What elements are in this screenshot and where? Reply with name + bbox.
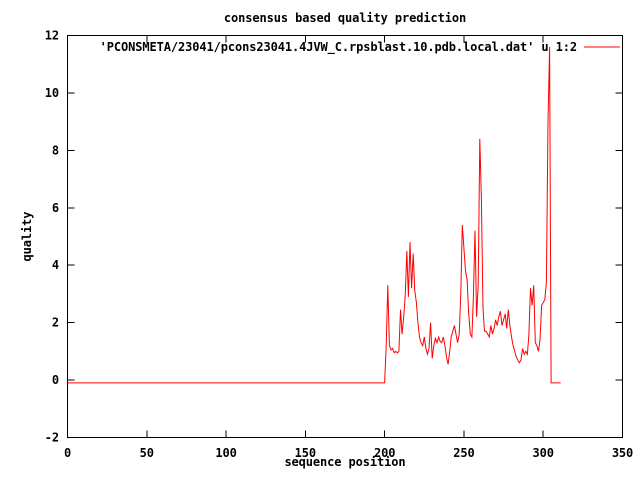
x-tick-label: 0 xyxy=(64,446,71,460)
chart-title: consensus based quality prediction xyxy=(224,11,466,25)
y-axis-ticks: -2 0 2 4 6 8 10 12 xyxy=(45,29,623,445)
legend-label: 'PCONSMETA/23041/pcons23041.4JVW_C.rpsbl… xyxy=(100,40,577,55)
y-tick-label: 6 xyxy=(52,201,59,215)
x-tick-label: 200 xyxy=(374,446,395,460)
x-tick-label: 350 xyxy=(612,446,633,460)
x-axis-ticks: 0 50 100 150 200 250 300 350 xyxy=(64,35,633,460)
y-tick-label: 8 xyxy=(52,143,59,157)
x-tick-label: 250 xyxy=(453,446,474,460)
y-tick-label: -2 xyxy=(45,431,59,445)
y-tick-label: 4 xyxy=(52,258,59,272)
x-tick-label: 300 xyxy=(533,446,554,460)
y-tick-label: 12 xyxy=(45,29,59,43)
y-tick-label: 0 xyxy=(52,373,59,387)
x-axis-label: sequence position xyxy=(284,455,405,469)
y-tick-label: 10 xyxy=(45,86,59,100)
x-tick-label: 50 xyxy=(140,446,154,460)
x-tick-label: 150 xyxy=(295,446,316,460)
x-tick-label: 100 xyxy=(215,446,236,460)
quality-series-line xyxy=(67,46,561,384)
y-tick-label: 2 xyxy=(52,316,59,330)
y-axis-label: quality xyxy=(20,212,34,262)
plot-border xyxy=(67,35,623,438)
